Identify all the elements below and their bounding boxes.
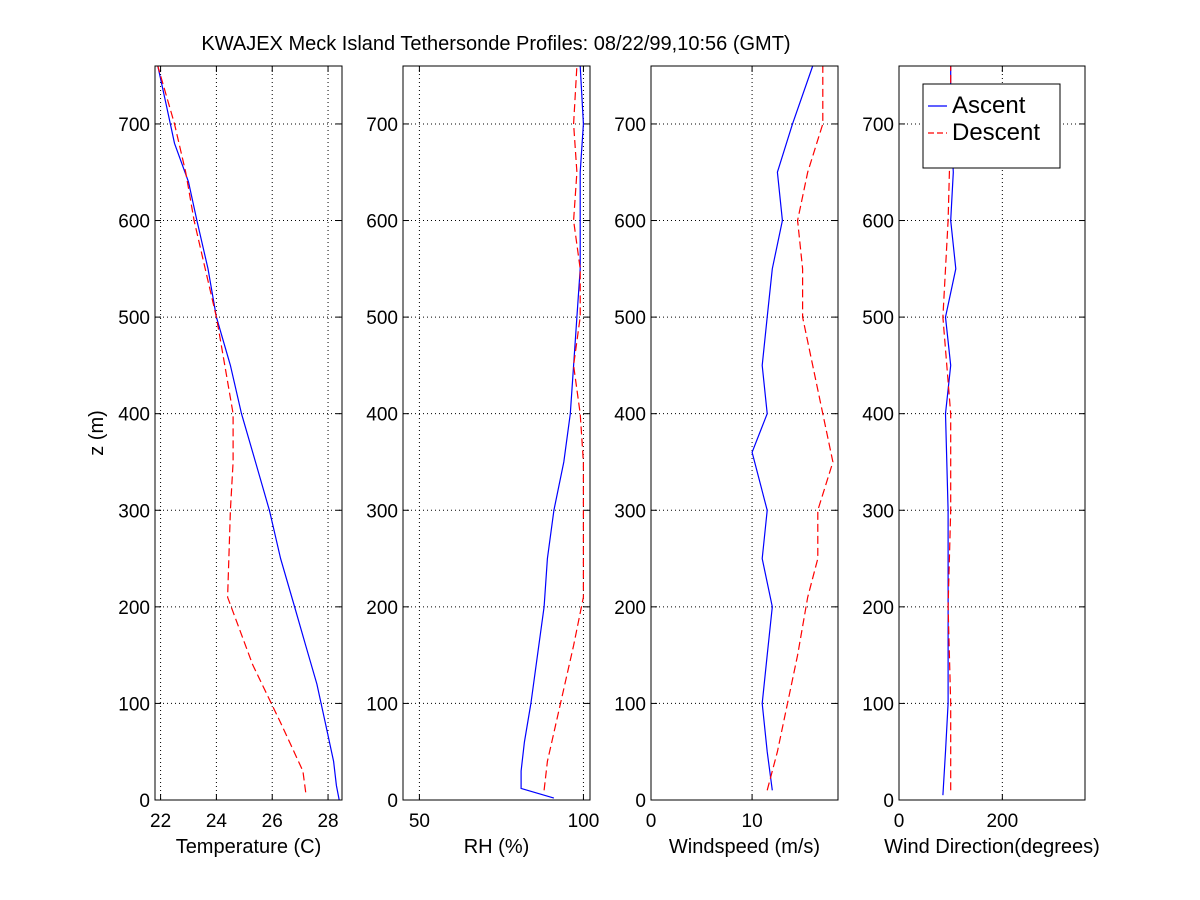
y-tick-label: 0: [635, 791, 646, 812]
y-tick-label: 500: [614, 308, 646, 329]
chart-panel-1: 22 24 26 28 0 100 200 300 400 500 600 700 Temperatur…: [86, 65, 343, 858]
x-tick-label: 50: [409, 811, 430, 832]
series-line-ascent: [520, 65, 585, 799]
chart-panel-2: 50 100 0 100 200 300 400 500 600 700 RH (%): [366, 65, 600, 858]
y-tick-label: 600: [366, 212, 398, 233]
legend-label-ascent: Ascent: [952, 92, 1026, 119]
y-tick-label: 400: [366, 405, 398, 426]
y-tick-label: 200: [118, 598, 150, 619]
x-axis-label: Wind Direction(degrees): [884, 836, 1100, 858]
y-tick-label: 500: [366, 308, 398, 329]
y-tick-label: 100: [862, 694, 894, 715]
y-tick-label: 700: [862, 115, 894, 136]
x-tick-label: 26: [262, 811, 283, 832]
axes-frame: [650, 65, 839, 801]
y-tick-label: 600: [118, 212, 150, 233]
y-tick-label: 200: [614, 598, 646, 619]
y-tick-label: 400: [614, 405, 646, 426]
y-tick-label: 300: [614, 501, 646, 522]
series-line-descent: [766, 66, 834, 791]
legend-label-descent: Descent: [952, 119, 1040, 146]
x-tick-label: 0: [646, 811, 657, 832]
x-tick-label: 24: [206, 811, 228, 832]
y-tick-label: 600: [862, 212, 894, 233]
series-line-ascent: [751, 65, 814, 791]
y-tick-label: 0: [139, 791, 150, 812]
x-axis-label: Temperature (C): [176, 836, 322, 858]
y-tick-label: 100: [366, 694, 398, 715]
series-line-descent: [543, 65, 585, 791]
x-tick-label: 22: [150, 811, 171, 832]
plot-area: [651, 66, 838, 800]
series-line-descent: [157, 65, 307, 793]
y-tick-label: 300: [118, 501, 150, 522]
x-tick-label: 0: [894, 811, 905, 832]
x-tick-label: 10: [742, 811, 763, 832]
y-tick-label: 200: [366, 598, 398, 619]
y-tick-label: 0: [883, 791, 894, 812]
y-tick-label: 400: [862, 405, 894, 426]
y-tick-label: 700: [614, 115, 646, 136]
axes-frame: [402, 65, 591, 801]
series-line-ascent: [157, 65, 340, 801]
series-line-descent: [942, 66, 952, 791]
y-tick-label: 400: [118, 405, 150, 426]
chart-panel-4: 0 200 0 100 200 300 400 500 600 700 Wind Direction…: [862, 65, 1100, 858]
y-tick-label: 300: [862, 501, 894, 522]
y-tick-label: 700: [118, 115, 150, 136]
x-tick-label: 28: [317, 811, 338, 832]
axes-frame: [154, 65, 343, 801]
y-tick-label: 700: [366, 115, 398, 136]
axes-frame: [898, 65, 1086, 801]
plot-area: [403, 66, 590, 800]
plot-area: [155, 66, 342, 800]
series-line-ascent: [942, 66, 957, 796]
y-tick-label: 300: [366, 501, 398, 522]
y-tick-label: 100: [118, 694, 150, 715]
figure-title: KWAJEX Meck Island Tethersonde Profiles:…: [201, 33, 790, 55]
y-tick-label: 200: [862, 598, 894, 619]
y-axis-label: z (m): [86, 410, 108, 456]
y-tick-label: 500: [862, 308, 894, 329]
chart-panels: 22 24 26 280100200300400500600700Temperatur…: [86, 65, 1100, 858]
y-tick-label: 600: [614, 212, 646, 233]
y-tick-label: 0: [387, 791, 398, 812]
legend-box: [922, 83, 1061, 169]
plot-area: [899, 66, 1085, 800]
x-tick-label: 200: [986, 811, 1018, 832]
x-tick-label: 100: [568, 811, 600, 832]
x-axis-label: RH (%): [464, 836, 530, 858]
x-axis-label: Windspeed (m/s): [669, 836, 820, 858]
y-tick-label: 100: [614, 694, 646, 715]
y-tick-label: 500: [118, 308, 150, 329]
